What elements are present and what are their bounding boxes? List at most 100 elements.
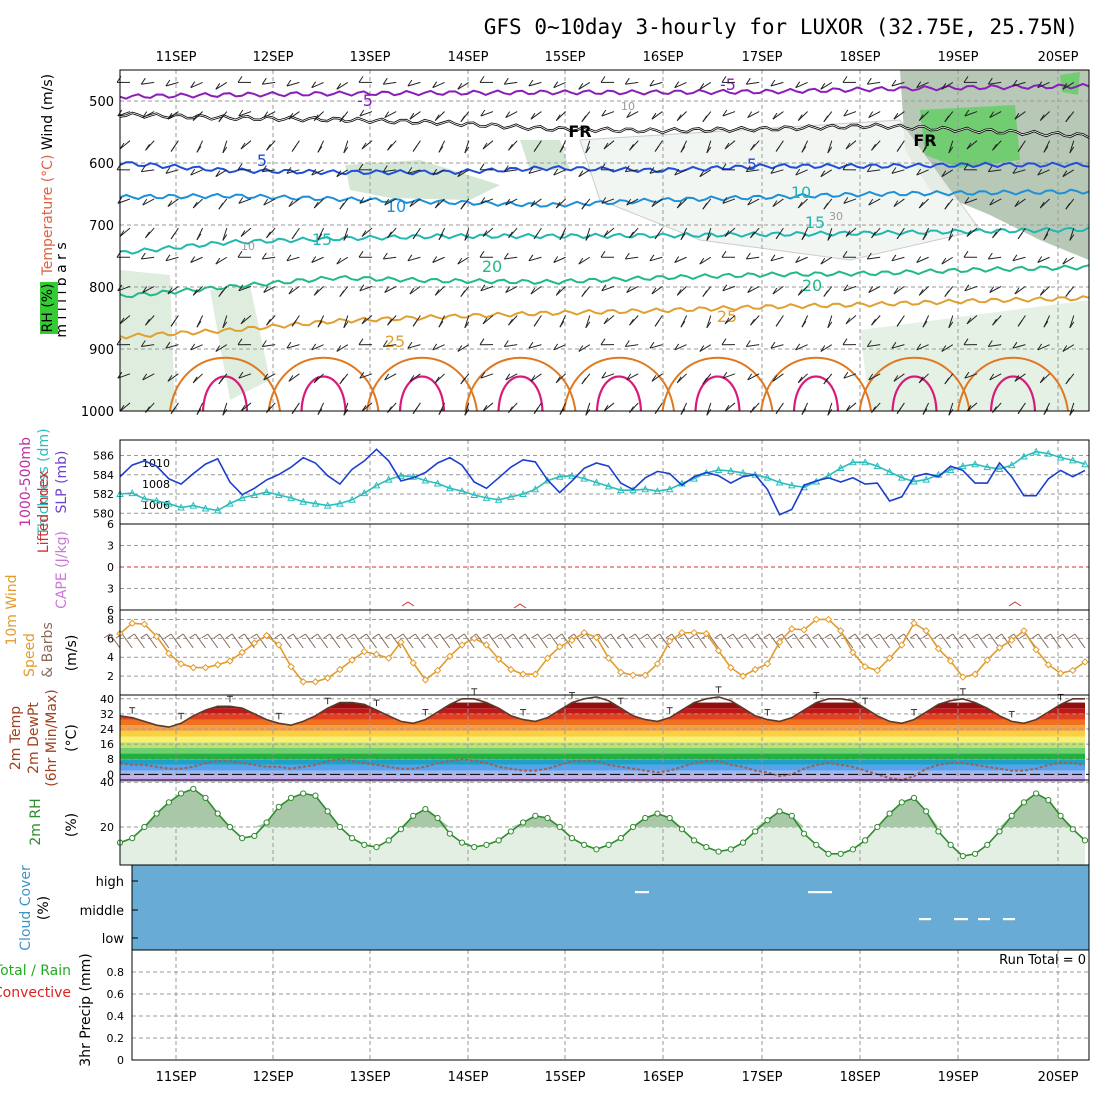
wind-barb-flag (600, 76, 606, 83)
wind10m-label-2: Speed (22, 633, 38, 677)
wind-barb-flag (479, 76, 485, 83)
wind-barb-flag (1037, 343, 1043, 351)
wind-barb-flag (1039, 289, 1045, 296)
wind-barb-flag (559, 320, 565, 328)
wind-barb-flag (966, 405, 972, 412)
contour-label: 25 (385, 332, 405, 351)
wind-barb (891, 169, 905, 174)
wind-barb-flag (722, 371, 728, 379)
wind-barb-flag (528, 167, 534, 174)
wind-barb (948, 402, 954, 416)
wind-barb-flag (868, 286, 874, 293)
rh2m-point (727, 846, 734, 853)
wind-barb-flag (820, 257, 826, 265)
wind-barb-flag (215, 257, 221, 265)
wind-barb-flag (555, 376, 561, 384)
surface-wind-barb (952, 633, 964, 649)
wind-barb-flag (871, 231, 876, 239)
wind-barb-flag (1039, 201, 1045, 209)
rh2m-point (153, 810, 160, 817)
thickness-point (775, 478, 784, 486)
wind-barb-flag (1039, 114, 1045, 121)
wind-barb-flag (266, 318, 271, 326)
wind-speed-point (531, 670, 540, 678)
surface-wind-barb (366, 633, 377, 649)
wind-barb-flag (772, 200, 778, 207)
isotherm-30-loop (169, 356, 281, 412)
wind-barb-flag (601, 284, 607, 292)
surface-wind-barb (158, 633, 170, 649)
surface-wind-barb-flag (250, 633, 257, 639)
surface-wind-barb (830, 633, 842, 649)
wind-barb (480, 373, 494, 379)
wind-barb (916, 169, 929, 176)
cross-section-frame (119, 69, 1090, 412)
rh2m-point (764, 817, 771, 824)
wind-barb-flag (629, 144, 634, 151)
slp-tick-label: 1008 (142, 478, 170, 491)
wind-barb (482, 140, 494, 150)
wind-barb (384, 111, 397, 119)
wind-barb-flag (770, 79, 776, 87)
wind-barb-flag (142, 373, 148, 381)
wind-barb (409, 111, 421, 120)
surface-wind-barb-flag (543, 633, 551, 639)
wind-barb-flag (457, 170, 463, 177)
surface-wind-barb (524, 633, 536, 649)
wind-barb-flag (1012, 167, 1018, 174)
wind-barb (504, 169, 518, 173)
rh2m-point (324, 808, 331, 815)
thickness-point (946, 465, 955, 473)
temp-tick-label: 24 (100, 723, 114, 736)
wind-barb (1069, 140, 1075, 154)
wind-barb (795, 344, 808, 351)
temp-label-2: 2m DewPt (26, 702, 42, 774)
wind-barb-flag (533, 232, 539, 240)
wind-barb (263, 198, 276, 206)
thickness-point (1032, 447, 1040, 455)
wind-barb (649, 169, 663, 174)
rh2m-point (410, 812, 417, 819)
rh2m-point (849, 846, 857, 853)
wind-barb-flag (261, 252, 267, 260)
surface-wind-barb (182, 633, 194, 649)
wind-barb-flag (891, 167, 897, 174)
wind-barb-flag (457, 83, 463, 90)
wind-barb (651, 198, 663, 208)
wind-barb (699, 169, 712, 178)
thickness-point (140, 494, 149, 502)
wind-barb-flag (1069, 321, 1075, 329)
wind-barb-flag (797, 376, 803, 384)
surface-wind-barb-flag (799, 633, 807, 639)
rh2m-point (165, 799, 172, 806)
bottom-day-label: 16SEP (643, 1070, 684, 1085)
wind-barb-flag (626, 286, 632, 293)
wind-barb (263, 111, 276, 119)
isotherm-30-loop (563, 356, 675, 412)
surface-wind-barb-flag (738, 633, 746, 639)
surface-wind-barb-flag (836, 633, 844, 639)
thickness-point (299, 497, 308, 505)
wind-barb-flag (603, 317, 609, 325)
wind-barb-flag (820, 83, 826, 90)
wind-barb (795, 256, 808, 263)
surface-wind-barb (1074, 633, 1086, 649)
rh2m-point (141, 823, 148, 831)
wind-barb (190, 169, 203, 176)
rh-shading-bright (1060, 72, 1080, 95)
wind-barb (1062, 81, 1075, 90)
top-day-label: 12SEP (253, 50, 294, 65)
surface-wind-barb-flag (445, 633, 453, 639)
wind-barb (795, 169, 808, 176)
surface-wind-barb-flag (995, 633, 1002, 639)
surface-wind-barb (219, 633, 231, 649)
rh2m-point (312, 792, 319, 799)
thickness-point (971, 460, 979, 468)
wind-barb (772, 285, 784, 295)
wind-barb-flag (343, 146, 349, 154)
rh2m-point (214, 810, 221, 817)
wind-barb (240, 402, 252, 412)
thickness-point (641, 485, 650, 493)
wind-barb-flag (948, 409, 954, 416)
wind-speed-point (372, 650, 381, 659)
